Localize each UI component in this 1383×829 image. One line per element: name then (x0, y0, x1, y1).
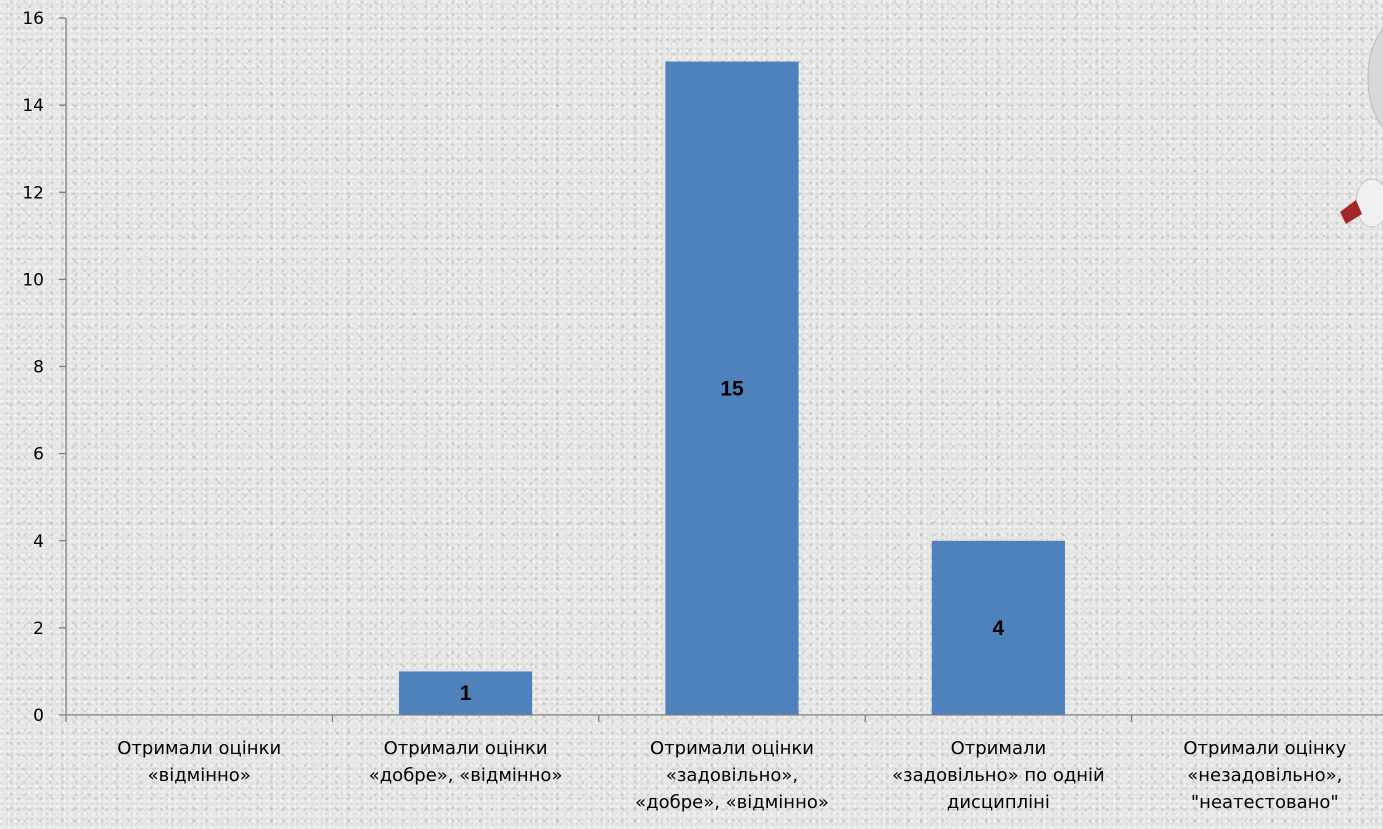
x-category-label: «добре», «відмінно» (369, 765, 563, 786)
y-tick-label: 2 (33, 619, 44, 639)
x-category-label: «відмінно» (148, 765, 251, 786)
bar-data-label: 4 (993, 617, 1005, 640)
data-labels: 1 15 4 (460, 377, 1005, 705)
bars (399, 61, 1065, 715)
x-axis: Отримали оцінки «відмінно» Отримали оцінки… (65, 714, 1383, 813)
bar-data-label: 15 (720, 377, 744, 400)
x-category-label: Отримали (951, 738, 1047, 759)
y-tick-label: 8 (33, 358, 44, 378)
x-category-label: Отримали оцінки (650, 738, 814, 759)
decorative-figure-image (1340, 28, 1383, 228)
y-axis: 0 2 4 6 8 10 12 14 16 (22, 9, 67, 726)
y-tick-label: 6 (33, 445, 44, 465)
x-category-label: «незадовільно», (1187, 765, 1342, 786)
y-tick-label: 0 (33, 706, 44, 726)
bar (399, 671, 533, 715)
x-category-label: дисципліні (947, 792, 1050, 813)
x-category-label: Отримали оцінку (1183, 738, 1346, 759)
x-category-label: «задовільно», (666, 765, 798, 786)
x-category-label: «добре», «відмінно» (635, 792, 829, 813)
x-category-label: Отримали оцінки (117, 738, 281, 759)
bar (665, 61, 799, 715)
x-category-label: «задовільно» по одній (892, 765, 1105, 786)
x-category-label: Отримали оцінки (384, 738, 548, 759)
y-tick-label: 10 (22, 270, 44, 290)
y-tick-label: 12 (22, 183, 44, 203)
x-category-label: "неатестовано" (1191, 792, 1339, 813)
y-tick-label: 16 (22, 9, 44, 29)
y-tick-label: 4 (33, 532, 44, 552)
bar-data-label: 1 (460, 682, 472, 705)
y-tick-label: 14 (22, 96, 44, 116)
bar (931, 540, 1065, 715)
